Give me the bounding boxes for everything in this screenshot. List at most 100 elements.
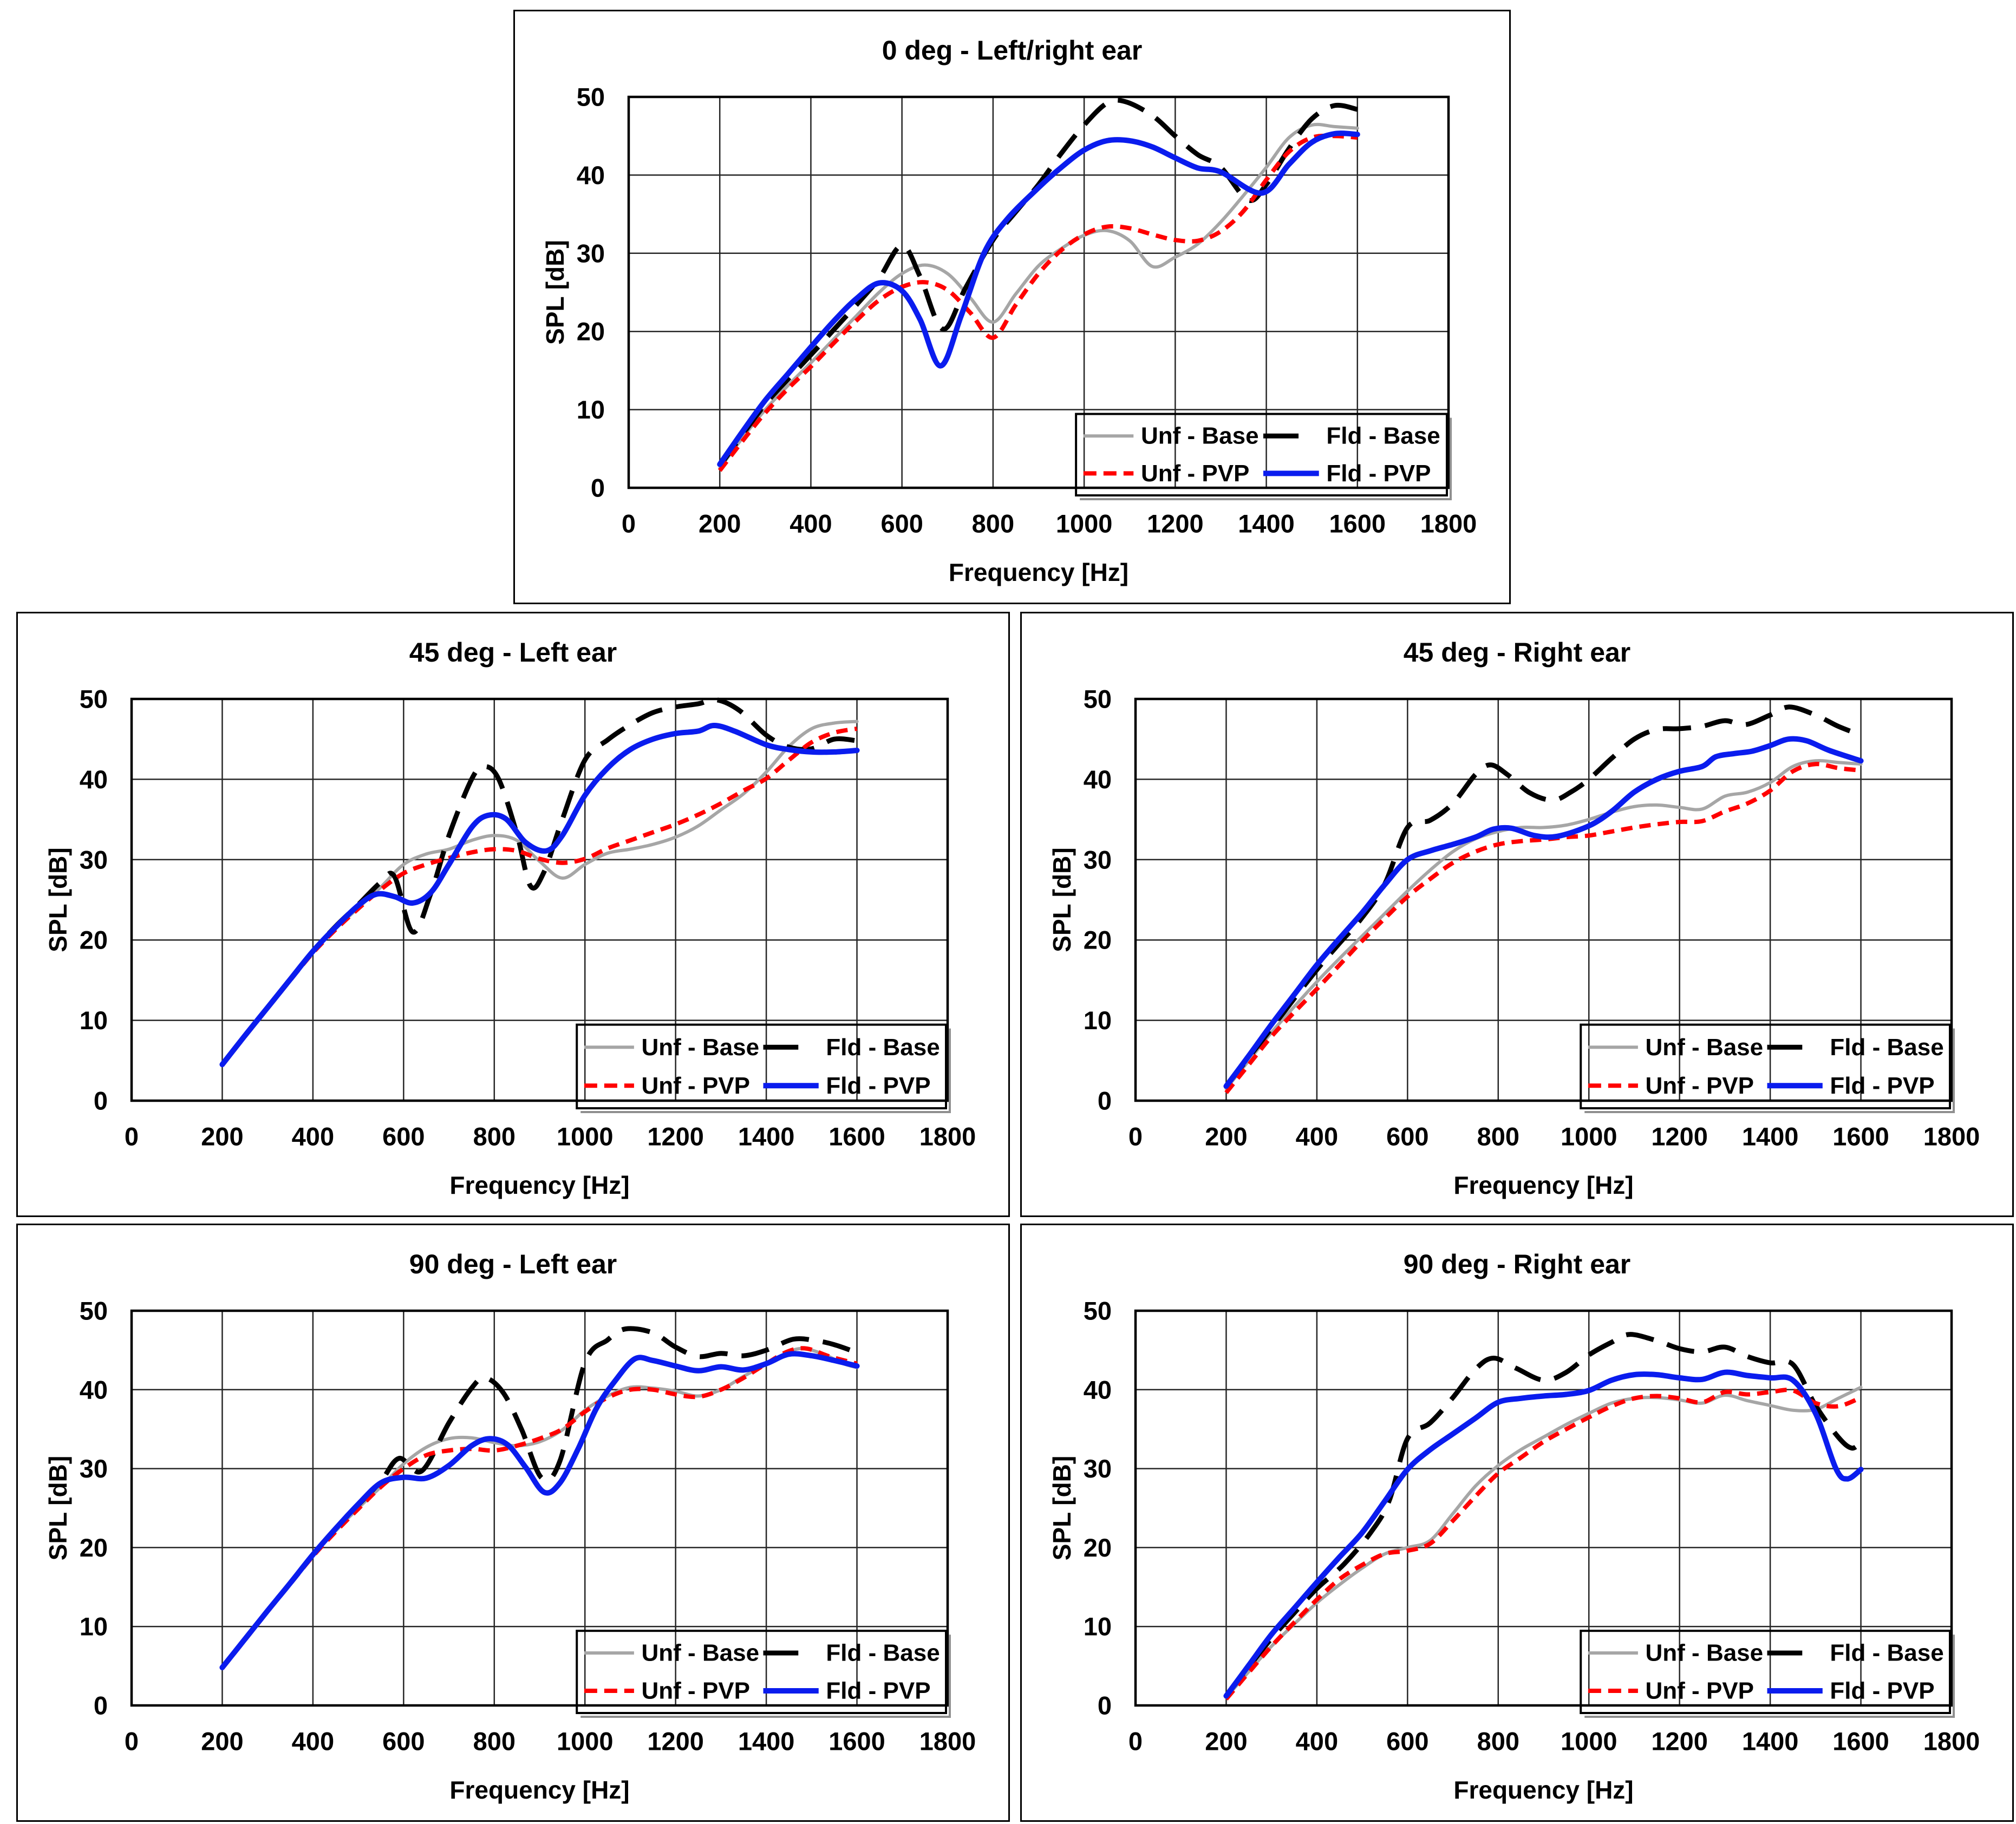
series-line-fld-pvp [717,130,1360,467]
x-tick-label: 800 [972,509,1014,538]
y-tick-label: 10 [80,1612,108,1641]
series-line-fld-pvp [219,723,860,1068]
legend-label: Unf - PVP [642,1678,750,1704]
y-tick-label: 0 [94,1087,108,1115]
x-tick-label: 1200 [647,1122,704,1151]
y-tick-label: 50 [80,685,108,714]
legend-border [1075,413,1448,496]
chart-title: 90 deg - Right ear [1404,1249,1631,1279]
x-tick-label: 0 [1128,1122,1143,1151]
x-tick-label: 400 [1296,1727,1338,1756]
x-tick-label: 1000 [1561,1122,1617,1151]
tick-labels: 0 200 400 600 800 1000 1200 1400 1600 1800 0 10 20 30… [1084,685,1980,1151]
y-axis-label: SPL [dB] [44,847,72,952]
x-tick-label: 1000 [557,1122,614,1151]
tick-labels: 0 200 400 600 800 1000 1200 1400 1600 1800 0 10 20 30… [80,1297,976,1756]
series-line-unf-base [220,720,859,1067]
x-tick-label: 1600 [1329,509,1386,538]
series-line-fld-pvp [1223,1369,1864,1699]
x-tick-label: 1200 [1147,509,1204,538]
x-tick-label: 0 [622,509,636,538]
x-tick-label: 800 [1477,1727,1519,1756]
y-tick-label: 0 [591,474,605,502]
gridlines [628,96,1450,489]
legend: Unf - Base Fld - Base Unf - PVP Fld - PVP [1580,1023,1955,1113]
series-line-fld-base [220,1326,858,1669]
y-tick-label: 20 [80,926,108,955]
y-tick-label: 0 [1098,1691,1112,1720]
legend: Unf - Base Fld - Base Unf - PVP Fld - PVP [576,1023,951,1113]
chart-plot-3: 0 200 400 600 800 1000 1200 1400 1600 1800 0 10 20 30… [44,1249,976,1804]
legend: Unf - Base Fld - Base Unf - PVP Fld - PVP [576,1630,951,1718]
x-tick-label: 400 [292,1727,334,1756]
y-tick-label: 0 [1098,1087,1112,1115]
x-tick-label: 0 [1128,1727,1143,1756]
chart-title: 90 deg - Left ear [409,1249,617,1279]
y-tick-label: 50 [1084,1297,1112,1325]
series-line-unf-pvp [1224,1388,1862,1701]
y-tick-label: 30 [577,239,605,267]
series-line-unf-base [220,1346,859,1669]
legend: Unf - Base Fld - Base Unf - PVP Fld - PVP [1075,413,1452,500]
x-axis-label: Frequency [Hz] [1453,1171,1633,1199]
chart-plot-2: 0 200 400 600 800 1000 1200 1400 1600 1800 0 10 20 30… [1048,637,1980,1199]
chart-plot-1: 0 200 400 600 800 1000 1200 1400 1600 1800 0 10 20 30… [44,637,976,1199]
y-tick-label: 50 [577,83,605,112]
plot-border [627,95,1450,489]
legend-label: Fld - Base [1830,1034,1943,1061]
x-tick-label: 1000 [1056,509,1113,538]
y-tick-label: 40 [577,161,605,189]
x-tick-label: 1800 [1923,1727,1980,1756]
legend-label: Fld - PVP [826,1678,930,1704]
y-axis-label: SPL [dB] [1048,1456,1076,1560]
x-tick-label: 600 [382,1122,425,1151]
y-axis-label: SPL [dB] [1048,847,1076,952]
y-tick-label: 10 [577,395,605,424]
x-tick-label: 1400 [1238,509,1295,538]
x-tick-label: 200 [1205,1122,1247,1151]
x-tick-label: 1400 [1742,1727,1799,1756]
x-tick-label: 800 [473,1727,516,1756]
x-tick-label: 800 [473,1122,516,1151]
x-tick-label: 1200 [1651,1122,1708,1151]
x-tick-label: 0 [125,1122,139,1151]
x-tick-label: 1800 [1420,509,1477,538]
y-tick-label: 10 [80,1006,108,1035]
y-tick-label: 30 [80,1454,108,1483]
legend-label: Fld - PVP [826,1073,930,1099]
legend-shadow [580,1028,951,1113]
chart-45deg-left-ear: 0 200 400 600 800 1000 1200 1400 1600 1800 0 10 20 30… [16,612,1010,1217]
legend-label: Unf - Base [642,1640,760,1666]
x-tick-label: 600 [880,509,923,538]
x-tick-label: 1600 [1832,1122,1889,1151]
y-tick-label: 20 [577,317,605,346]
legend-label: Unf - PVP [642,1073,750,1099]
x-tick-label: 1600 [828,1122,885,1151]
tick-labels: 0 200 400 600 800 1000 1200 1400 1600 1800 0 10 20 30… [80,685,976,1151]
y-tick-label: 50 [80,1297,108,1325]
gridlines [131,1310,949,1707]
x-tick-label: 800 [1477,1122,1519,1151]
y-tick-label: 40 [80,1375,108,1404]
legend-label: Fld - Base [1326,423,1440,449]
x-tick-label: 1600 [828,1727,885,1756]
x-tick-label: 400 [1296,1122,1338,1151]
y-tick-label: 40 [1084,765,1112,794]
x-tick-label: 200 [201,1727,243,1756]
legend-label: Unf - PVP [1646,1073,1754,1099]
y-tick-label: 0 [94,1691,108,1720]
legend-label: Fld - PVP [1830,1678,1934,1704]
plot-border [130,697,949,1102]
gridlines [1134,1310,1953,1707]
x-axis-label: Frequency [Hz] [1453,1776,1633,1804]
series-line-fld-pvp [1223,736,1864,1089]
legend-label: Fld - Base [826,1640,940,1666]
x-tick-label: 1800 [919,1727,976,1756]
x-tick-label: 200 [201,1122,243,1151]
x-tick-label: 1200 [1651,1727,1708,1756]
x-tick-label: 1000 [1561,1727,1617,1756]
legend-shadow [580,1635,951,1718]
y-tick-label: 20 [1084,1533,1112,1562]
legend-border [1580,1630,1951,1715]
legend-label: Unf - Base [1646,1640,1764,1666]
